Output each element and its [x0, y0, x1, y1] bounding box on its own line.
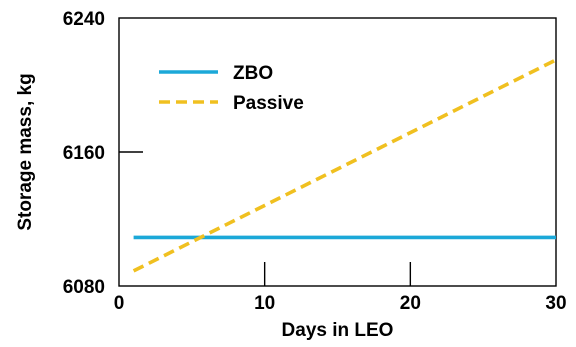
legend: ZBO Passive: [159, 63, 304, 114]
x-tick-label-20: 20: [400, 293, 421, 314]
y-axis-title: Storage mass, kg: [15, 73, 36, 230]
x-tick-label-10: 10: [254, 293, 275, 314]
x-tick-label-30: 30: [545, 293, 566, 314]
x-tick-label-0: 0: [114, 293, 125, 314]
series-line-passive: [132, 58, 557, 273]
x-axis-title: Days in LEO: [282, 320, 394, 341]
axis-tick-labels: 0 10 20 30 6080 6160 6240: [63, 9, 567, 314]
y-tick-label-6080: 6080: [63, 277, 105, 298]
y-tick-label-6240: 6240: [63, 9, 105, 30]
legend-label-passive: Passive: [233, 93, 304, 114]
series-layer: [132, 58, 557, 273]
y-tick-label-6160: 6160: [63, 143, 105, 164]
axis-ticks: [119, 151, 412, 286]
legend-label-zbo: ZBO: [233, 63, 273, 84]
